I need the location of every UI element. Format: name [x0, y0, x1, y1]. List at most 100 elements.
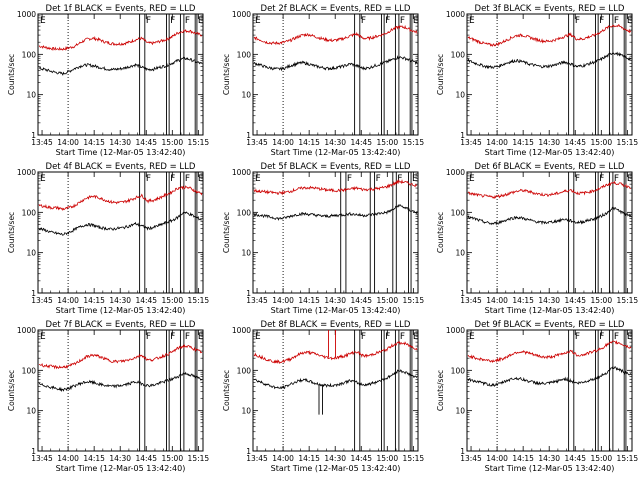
y-tick-label: 1	[460, 447, 465, 456]
x-tick-label: 15:00	[590, 138, 612, 147]
x-tick-label: 15:00	[590, 296, 612, 305]
x-tick-label: 15:15	[188, 138, 210, 147]
x-tick-label: 14:30	[324, 296, 346, 305]
x-tick-label: 14:45	[135, 454, 157, 463]
events-series-line	[38, 371, 203, 393]
x-axis-label: Start Time (12-Mar-05 13:42:40)	[56, 464, 186, 473]
plot-frame	[252, 13, 419, 136]
lld-series-line	[38, 344, 203, 370]
y-tick-label: 10	[241, 407, 251, 416]
y-tick-label: 1	[460, 289, 465, 298]
x-tick-label: 15:15	[403, 138, 425, 147]
x-tick-label: 13:45	[31, 296, 53, 305]
panel-title: Det 6f BLACK = Events, RED = LLD	[475, 162, 625, 172]
y-axis-label: Counts/sec	[222, 54, 231, 95]
x-tick-label: 15:00	[376, 296, 398, 305]
interval-letter: F	[599, 16, 604, 26]
x-tick-label: 14:15	[512, 296, 534, 305]
x-tick-label: 14:15	[512, 454, 534, 463]
y-tick-label: 10	[241, 91, 251, 100]
x-tick-label: 13:45	[246, 296, 268, 305]
x-tick-label: 15:00	[161, 454, 183, 463]
events-series-line	[253, 369, 418, 390]
y-tick-label: 10	[455, 249, 465, 258]
panel-title: Det 3f BLACK = Events, RED = LLD	[475, 4, 625, 14]
x-tick-label: 14:45	[564, 296, 586, 305]
events-series-line	[38, 56, 203, 76]
panel-title: Det 7f BLACK = Events, RED = LLD	[46, 320, 196, 330]
x-tick-label: 14:00	[272, 296, 294, 305]
x-axis-label: Start Time (12-Mar-05 13:42:40)	[485, 148, 615, 157]
x-tick-label: 14:45	[135, 138, 157, 147]
interval-letter: F	[599, 174, 604, 184]
panel-title: Det 5f BLACK = Events, RED = LLD	[261, 162, 411, 172]
y-tick-label: 1000	[446, 10, 465, 19]
panel-2: Det 2f BLACK = Events, RED = LLD 1 10 100 10…	[222, 4, 424, 157]
y-tick-label: 100	[237, 208, 252, 217]
y-tick-label: 1000	[446, 168, 465, 177]
lld-series-line	[38, 185, 203, 211]
x-tick-label: 14:45	[350, 296, 372, 305]
interval-letter: F	[400, 16, 405, 26]
y-axis-label: Counts/sec	[436, 212, 445, 253]
y-axis-label: Counts/sec	[7, 212, 16, 253]
interval-letter: F	[170, 332, 175, 342]
plot-frame	[466, 329, 633, 452]
interval-letter: E	[412, 174, 418, 184]
lld-series-line	[253, 178, 418, 196]
x-tick-label: 13:45	[460, 454, 482, 463]
panel-title: Det 8f BLACK = Events, RED = LLD	[261, 320, 411, 330]
interval-letter: F	[146, 174, 151, 184]
y-tick-label: 1	[246, 289, 251, 298]
x-tick-label: 13:45	[246, 454, 268, 463]
interval-letter: E	[255, 332, 261, 342]
interval-letter: F	[361, 332, 366, 342]
interval-letter: E	[198, 332, 204, 342]
x-tick-label: 15:00	[376, 454, 398, 463]
x-tick-label: 15:00	[161, 296, 183, 305]
x-tick-label: 14:30	[538, 138, 560, 147]
interval-letter: F	[185, 174, 190, 184]
interval-letter: E	[40, 16, 46, 26]
interval-letter: E	[627, 332, 633, 342]
x-tick-label: 14:00	[486, 296, 508, 305]
interval-letter: F	[599, 332, 604, 342]
lld-series-line	[467, 340, 632, 364]
x-tick-label: 14:45	[350, 138, 372, 147]
interval-letter: E	[198, 16, 204, 26]
plot-frame	[37, 329, 204, 452]
x-axis-label: Start Time (12-Mar-05 13:42:40)	[56, 148, 186, 157]
x-axis-label: Start Time (12-Mar-05 13:42:40)	[485, 464, 615, 473]
interval-letter: E	[198, 174, 204, 184]
x-tick-label: 14:45	[564, 454, 586, 463]
interval-letter: E	[627, 174, 633, 184]
interval-letter: F	[170, 174, 175, 184]
y-tick-label: 1000	[17, 326, 36, 335]
x-tick-label: 15:00	[161, 138, 183, 147]
y-tick-label: 100	[237, 50, 252, 59]
lld-series-line	[253, 24, 418, 46]
y-tick-label: 1000	[232, 168, 251, 177]
interval-letter: E	[40, 174, 46, 184]
interval-letter: F	[575, 174, 580, 184]
panel-title: Det 9f BLACK = Events, RED = LLD	[475, 320, 625, 330]
interval-letter: E	[255, 16, 261, 26]
y-tick-label: 1000	[17, 10, 36, 19]
y-tick-label: 100	[451, 366, 466, 375]
x-tick-label: 14:45	[135, 296, 157, 305]
x-tick-label: 14:30	[538, 454, 560, 463]
y-tick-label: 1	[460, 131, 465, 140]
panel-8: Det 8f BLACK = Events, RED = LLD 1 10 100 10…	[222, 320, 424, 473]
x-tick-label: 13:45	[31, 138, 53, 147]
panel-1: Det 1f BLACK = Events, RED = LLD 1 10 100 10…	[7, 4, 209, 157]
events-series-line	[253, 203, 418, 221]
x-tick-label: 15:15	[617, 454, 639, 463]
x-tick-label: 15:15	[403, 296, 425, 305]
x-tick-label: 14:30	[324, 454, 346, 463]
events-series-line	[467, 51, 632, 70]
interval-letter: F	[146, 332, 151, 342]
x-tick-label: 14:45	[564, 138, 586, 147]
x-tick-label: 14:00	[57, 138, 79, 147]
x-tick-label: 14:30	[109, 454, 131, 463]
